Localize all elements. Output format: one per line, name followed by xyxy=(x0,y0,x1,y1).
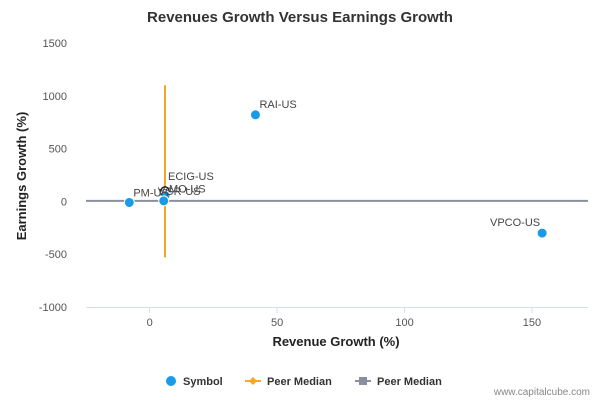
data-point xyxy=(249,109,261,121)
data-point xyxy=(158,195,170,207)
legend-label: Peer Median xyxy=(377,376,442,388)
x-tick-label: 50 xyxy=(271,317,283,329)
y-tick-label: 1000 xyxy=(43,91,67,103)
legend-item: Peer Median xyxy=(355,376,442,388)
y-tick-label: 1500 xyxy=(43,38,67,50)
legend-diamond-icon xyxy=(249,377,257,385)
data-point xyxy=(123,196,135,208)
legend-item: Symbol xyxy=(166,376,223,388)
data-point xyxy=(536,227,548,239)
y-tick-label: -500 xyxy=(45,249,67,261)
data-point-label: MO-US xyxy=(169,184,206,196)
legend-symbol-icon xyxy=(166,376,176,386)
y-axis-label: Earnings Growth (%) xyxy=(14,112,29,241)
chart-title: Revenues Growth Versus Earnings Growth xyxy=(147,9,453,26)
data-point-label: VGR-US xyxy=(158,186,201,198)
legend: Symbol Peer Median Peer Median xyxy=(166,376,442,388)
plot-area: -1000 -500 0 500 1000 1500 0 50 100 150 RAI-US ECIG… xyxy=(39,38,588,329)
legend-item: Peer Median xyxy=(245,376,332,388)
credit-text: www.capitalcube.com xyxy=(493,387,590,398)
legend-label: Peer Median xyxy=(267,376,332,388)
y-tick-label: 500 xyxy=(49,144,67,156)
x-axis-label: Revenue Growth (%) xyxy=(272,334,399,349)
y-tick-label: 0 xyxy=(61,196,67,208)
data-point-label: RAI-US xyxy=(259,99,296,111)
y-tick-label: -1000 xyxy=(39,302,67,314)
x-tick-label: 150 xyxy=(523,317,541,329)
x-tick-label: 100 xyxy=(395,317,413,329)
data-point-label: PM-US xyxy=(133,187,168,199)
x-tick-label: 0 xyxy=(147,317,153,329)
data-point-label: ECIG-US xyxy=(168,171,214,183)
legend-square-icon xyxy=(359,377,367,385)
legend-label: Symbol xyxy=(183,376,223,388)
data-point-label: VPCO-US xyxy=(490,217,540,229)
